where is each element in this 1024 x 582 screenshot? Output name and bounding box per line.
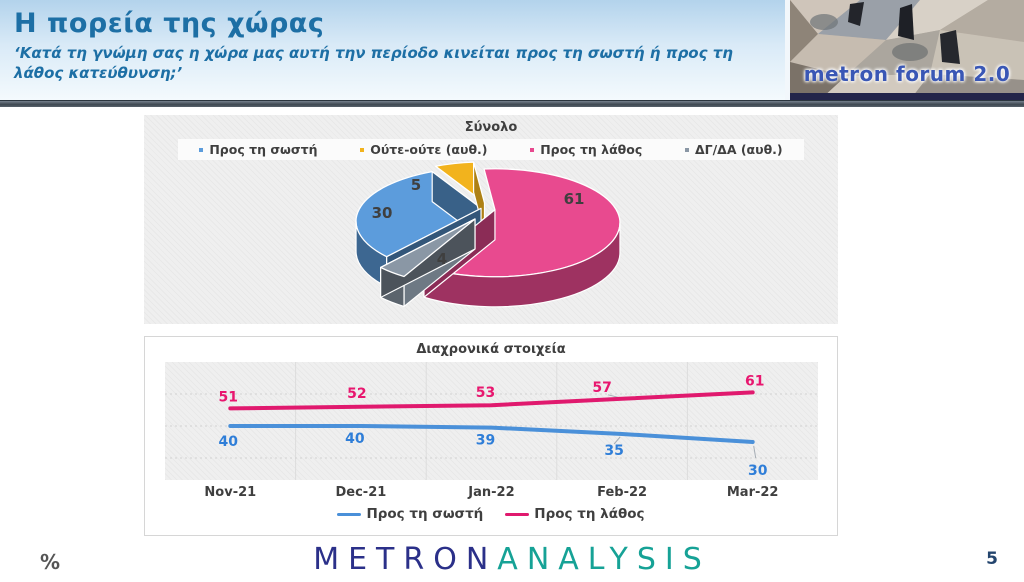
legend-label: Προς τη σωστή bbox=[366, 506, 484, 522]
legend-item: Προς τη λάθος bbox=[530, 142, 642, 157]
legend-marker-gray bbox=[684, 147, 689, 152]
header-divider bbox=[0, 100, 1024, 107]
line-chart: 40 40 39 35 30 51 52 53 57 61 bbox=[165, 362, 818, 480]
legend-line-pink bbox=[505, 512, 530, 516]
legend-label: ΔΓ/ΔΑ (αυθ.) bbox=[694, 142, 783, 157]
svg-text:61: 61 bbox=[745, 373, 764, 389]
legend-item: Προς τη λάθος bbox=[505, 506, 645, 522]
x-axis-label: Dec-21 bbox=[335, 485, 387, 500]
line-chart-plot: 40 40 39 35 30 51 52 53 57 61 bbox=[165, 362, 818, 480]
svg-text:40: 40 bbox=[219, 434, 239, 450]
x-axis-label: Feb-22 bbox=[597, 485, 648, 500]
line-chart-panel: Διαχρονικά στοιχεία 40 40 39 35 30 51 52 53 57 61… bbox=[144, 336, 838, 536]
svg-text:39: 39 bbox=[476, 433, 495, 449]
metron-forum-logo: metron forum 2.0 bbox=[785, 0, 1024, 100]
x-axis-labels: Nov-21 Dec-21 Jan-22 Feb-22 Mar-22 bbox=[165, 485, 818, 500]
page-subtitle: ‘Κατά τη γνώμη σας η χώρα μας αυτή την π… bbox=[14, 44, 733, 83]
legend-label: Προς τη λάθος bbox=[540, 142, 643, 157]
svg-text:57: 57 bbox=[592, 380, 611, 396]
legend-label: Ούτε-ούτε (αυθ.) bbox=[370, 142, 488, 157]
legend-item: Ούτε-ούτε (αυθ.) bbox=[360, 142, 488, 157]
header: Η πορεία της χώρας ‘Κατά τη γνώμη σας η … bbox=[0, 0, 1024, 100]
legend-marker-pink bbox=[530, 147, 535, 152]
logo-metron-part: METRON bbox=[313, 542, 498, 577]
svg-text:30: 30 bbox=[748, 463, 768, 479]
legend-item: ΔΓ/ΔΑ (αυθ.) bbox=[684, 142, 783, 157]
pie-legend: Προς τη σωστή Ούτε-ούτε (αυθ.) Προς τη λ… bbox=[178, 139, 804, 160]
svg-text:35: 35 bbox=[604, 443, 623, 459]
metron-analysis-logo: METRONANALYSIS bbox=[0, 542, 1024, 577]
svg-text:51: 51 bbox=[219, 389, 238, 405]
x-axis-label: Mar-22 bbox=[726, 485, 779, 500]
pie-chart-panel: Σύνολο Προς τη σωστή Ούτε-ούτε (αυθ.) Πρ… bbox=[144, 115, 838, 324]
svg-text:61: 61 bbox=[564, 190, 585, 208]
line-legend: Προς τη σωστή Προς τη λάθος bbox=[145, 506, 837, 522]
page-title: Η πορεία της χώρας bbox=[14, 8, 325, 39]
svg-text:52: 52 bbox=[347, 386, 366, 402]
svg-text:4: 4 bbox=[437, 250, 447, 268]
legend-label: Προς τη λάθος bbox=[534, 506, 645, 522]
legend-item: Προς τη σωστή bbox=[337, 506, 483, 522]
logo-analysis-part: ANALYSIS bbox=[497, 542, 711, 577]
svg-text:40: 40 bbox=[345, 431, 365, 447]
line-chart-title: Διαχρονικά στοιχεία bbox=[416, 342, 566, 357]
pie-chart: 30 5 61 4 bbox=[355, 161, 621, 308]
svg-text:5: 5 bbox=[411, 176, 421, 194]
pie-chart-title: Σύνολο bbox=[464, 120, 518, 135]
legend-marker-yellow bbox=[360, 147, 365, 152]
logo-text: metron forum 2.0 bbox=[803, 62, 1011, 86]
svg-text:53: 53 bbox=[476, 385, 495, 401]
legend-marker-blue bbox=[199, 147, 204, 152]
x-axis-label: Nov-21 bbox=[204, 485, 257, 500]
legend-label: Προς τη σωστή bbox=[209, 142, 318, 157]
svg-text:30: 30 bbox=[372, 204, 393, 222]
percent-symbol: % bbox=[40, 550, 61, 574]
x-axis-label: Jan-22 bbox=[468, 485, 515, 500]
page-number: 5 bbox=[986, 549, 998, 569]
header-text: Η πορεία της χώρας ‘Κατά τη γνώμη σας η … bbox=[14, 8, 759, 84]
logo-bottom-bar bbox=[790, 93, 1024, 100]
legend-line-blue bbox=[337, 512, 362, 516]
legend-item: Προς τη σωστή bbox=[199, 142, 318, 157]
